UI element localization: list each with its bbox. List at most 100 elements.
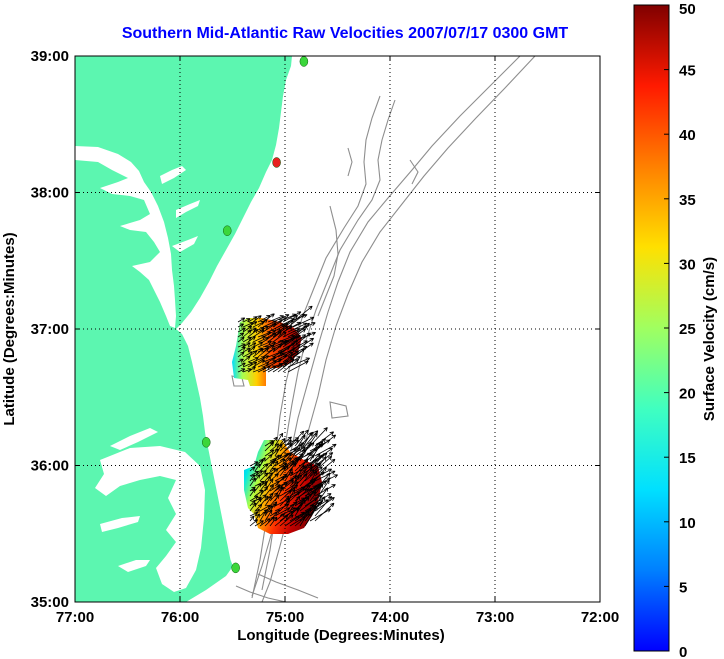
velocity-arrow [292, 316, 315, 328]
colorbar-tick-label: 45 [679, 63, 696, 80]
velocity-arrow [237, 351, 245, 358]
radar-stations [202, 56, 309, 574]
velocity-arrow [237, 317, 246, 323]
velocity-arrow [267, 331, 282, 343]
lon-tick-label: 77:00 [56, 609, 94, 626]
radar-station-marker [299, 56, 309, 67]
velocity-arrow [309, 438, 326, 457]
outer-banks [203, 439, 234, 569]
velocity-arrow [294, 513, 311, 527]
velocity-arrow [279, 442, 293, 457]
longitude-ticks: 77:00 76:00 75:00 74:00 73:00 72:00 [56, 56, 619, 626]
velocity-arrow [254, 470, 263, 477]
velocity-arrow [299, 497, 318, 512]
lat-tick-label: 35:00 [31, 594, 69, 611]
velocity-arrow [249, 477, 256, 487]
velocity-arrow [282, 359, 299, 373]
velocity-arrow [242, 347, 251, 353]
map-grid [75, 56, 600, 602]
velocity-arrow [247, 329, 259, 338]
velocity-arrow [272, 346, 291, 358]
velocity-arrow [254, 508, 260, 517]
velocity-arrow [247, 316, 258, 323]
velocity-arrow [259, 457, 266, 467]
velocity-arrow [282, 350, 300, 363]
colorbar-tick-label: 5 [679, 579, 687, 596]
velocity-arrow [252, 348, 264, 358]
velocity-arrow [309, 452, 328, 467]
velocity-arrow [237, 362, 246, 368]
lon-tick-label: 75:00 [266, 609, 304, 626]
y-axis-label: Latitude (Degrees:Minutes) [1, 232, 18, 425]
velocity-arrow [289, 495, 301, 512]
velocity-arrow [249, 502, 257, 512]
colorbar-tick-label: 15 [679, 450, 696, 467]
velocity-arrow [264, 496, 272, 507]
velocity-arrow [282, 335, 299, 348]
velocity-arrow [259, 485, 269, 497]
velocity-arrow [269, 494, 280, 507]
velocity-arrow [262, 332, 277, 343]
velocity-arrow [264, 509, 273, 522]
velocity-arrow [304, 452, 321, 472]
velocity-arrow [247, 356, 259, 363]
velocity-arrow [269, 460, 279, 472]
velocity-arrow [264, 492, 274, 502]
colorbar-tick-label: 20 [679, 386, 696, 403]
bay-inlet-1 [160, 166, 186, 184]
velocity-arrow [309, 483, 324, 502]
velocity-arrow [284, 439, 299, 452]
velocity-arrow [259, 510, 267, 522]
velocity-arrow [282, 328, 300, 338]
velocity-arrow [249, 499, 256, 507]
velocity-arrow [309, 456, 327, 477]
lon-tick-label: 72:00 [581, 609, 619, 626]
velocity-arrow [242, 355, 251, 363]
chesapeake-bay [75, 146, 176, 328]
velocity-arrow [284, 515, 300, 527]
x-axis-label: Longitude (Degrees:Minutes) [237, 627, 445, 644]
lat-tick-label: 37:00 [31, 321, 69, 338]
colorbar-ticks: 0 5 10 15 20 25 30 35 40 45 50 [664, 1, 696, 659]
velocity-arrow [282, 311, 302, 323]
velocity-arrow [249, 519, 259, 527]
velocity-arrow [314, 502, 335, 522]
velocity-arrow [264, 454, 273, 462]
velocity-arrow [279, 514, 294, 527]
velocity-arrow [292, 322, 310, 338]
velocity-arrow [269, 443, 280, 452]
velocity-arrow [257, 355, 269, 363]
velocity-arrow [254, 520, 264, 527]
velocity-arrow [314, 487, 329, 507]
velocity-arrow [237, 336, 245, 343]
lat-tick-label: 36:00 [31, 458, 69, 475]
colorbar-tick-label: 10 [679, 515, 696, 532]
colorbar-tick-label: 0 [679, 644, 687, 659]
velocity-arrow [242, 351, 253, 358]
map-title: Southern Mid-Atlantic Raw Velocities 200… [122, 25, 569, 42]
colorbar-tick-label: 40 [679, 127, 696, 144]
velocity-arrow [259, 518, 271, 527]
river-inlet-2 [100, 516, 140, 532]
velocity-arrow [289, 486, 305, 502]
velocity-arrow [242, 342, 251, 348]
velocity-arrow [249, 470, 259, 477]
velocity-arrow [249, 515, 255, 522]
colorbar-tick-label: 30 [679, 256, 696, 273]
velocity-arrow [272, 331, 287, 343]
river-inlet-3 [118, 560, 150, 572]
velocity-arrow [254, 489, 264, 497]
velocity-arrow [289, 474, 303, 487]
velocity-arrow [309, 440, 324, 462]
velocity-arrow [314, 455, 333, 472]
velocity-arrow [252, 329, 265, 338]
velocity-arrow [264, 484, 274, 497]
velocity-arrow [284, 488, 296, 507]
velocity-arrow [237, 358, 244, 363]
velocity-arrow [267, 363, 284, 373]
velocity-arrow [274, 432, 284, 447]
velocity-arrow [309, 468, 332, 482]
velocity-arrow [237, 323, 244, 328]
velocity-arrow [262, 323, 277, 333]
velocity-arrow [247, 342, 257, 348]
